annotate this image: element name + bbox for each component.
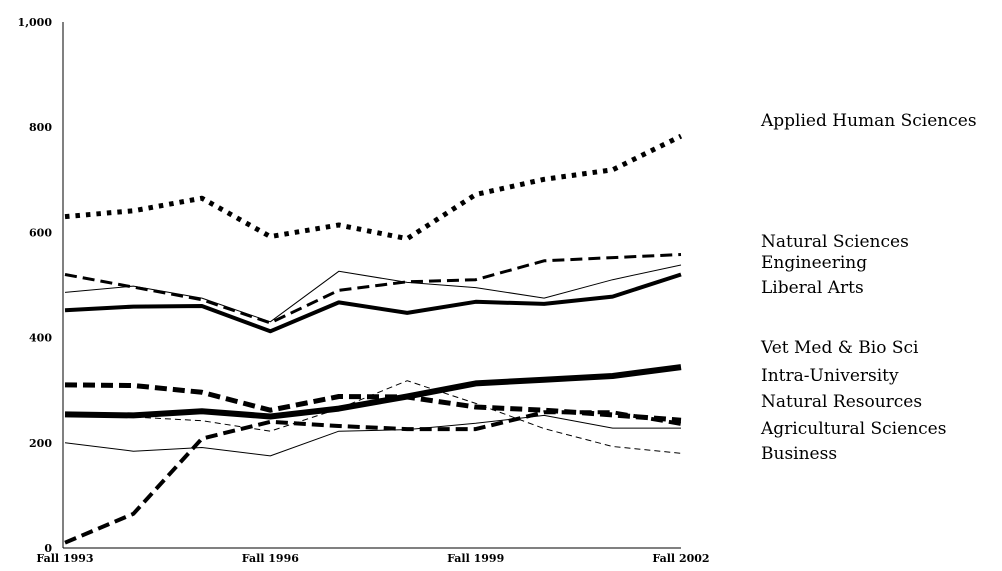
y-tick-label: 400 xyxy=(29,332,52,345)
series-line-vet-med-bio-sci xyxy=(64,364,682,420)
legend-entry: Engineering xyxy=(761,253,867,273)
legend-entry: Business xyxy=(761,444,837,464)
series-line-natural-resources xyxy=(64,380,682,454)
legend-entry: Intra-University xyxy=(761,366,899,386)
series-line-liberal-arts xyxy=(64,272,682,334)
x-tick-label: Fall 1996 xyxy=(242,552,299,565)
chart-axes: 0 200 400 600 800 1,000 Fall 1993 Fall 1996 Fall… xyxy=(18,16,710,565)
x-tick-label: Fall 2002 xyxy=(652,552,709,565)
series-line-engineering xyxy=(64,264,682,323)
series-lines xyxy=(64,133,683,545)
x-tick-label: Fall 1993 xyxy=(36,552,93,565)
legend: Applied Human Sciences Natural SciencesEn… xyxy=(760,111,977,464)
series-line-agricultural-sciences xyxy=(64,410,682,545)
legend-entry: Agricultural Sciences xyxy=(760,419,946,439)
y-tick-label: 800 xyxy=(29,121,52,134)
series-line-natural-sciences xyxy=(64,253,682,325)
legend-entry: Natural Resources xyxy=(761,392,922,412)
y-tick-label: 200 xyxy=(29,437,52,450)
y-tick-label: 1,000 xyxy=(18,16,53,29)
legend-entry: Liberal Arts xyxy=(761,278,864,298)
legend-entry: Vet Med & Bio Sci xyxy=(760,338,919,358)
series-line-intra-university xyxy=(64,382,682,423)
series-line-applied-human-sciences xyxy=(64,133,683,242)
y-tick-label: 0 xyxy=(44,542,52,555)
legend-entry: Applied Human Sciences xyxy=(760,111,977,131)
series-line-business xyxy=(64,414,681,457)
legend-entry: Natural Sciences xyxy=(761,232,909,252)
y-tick-label: 600 xyxy=(29,226,52,239)
x-tick-label: Fall 1999 xyxy=(447,552,504,565)
